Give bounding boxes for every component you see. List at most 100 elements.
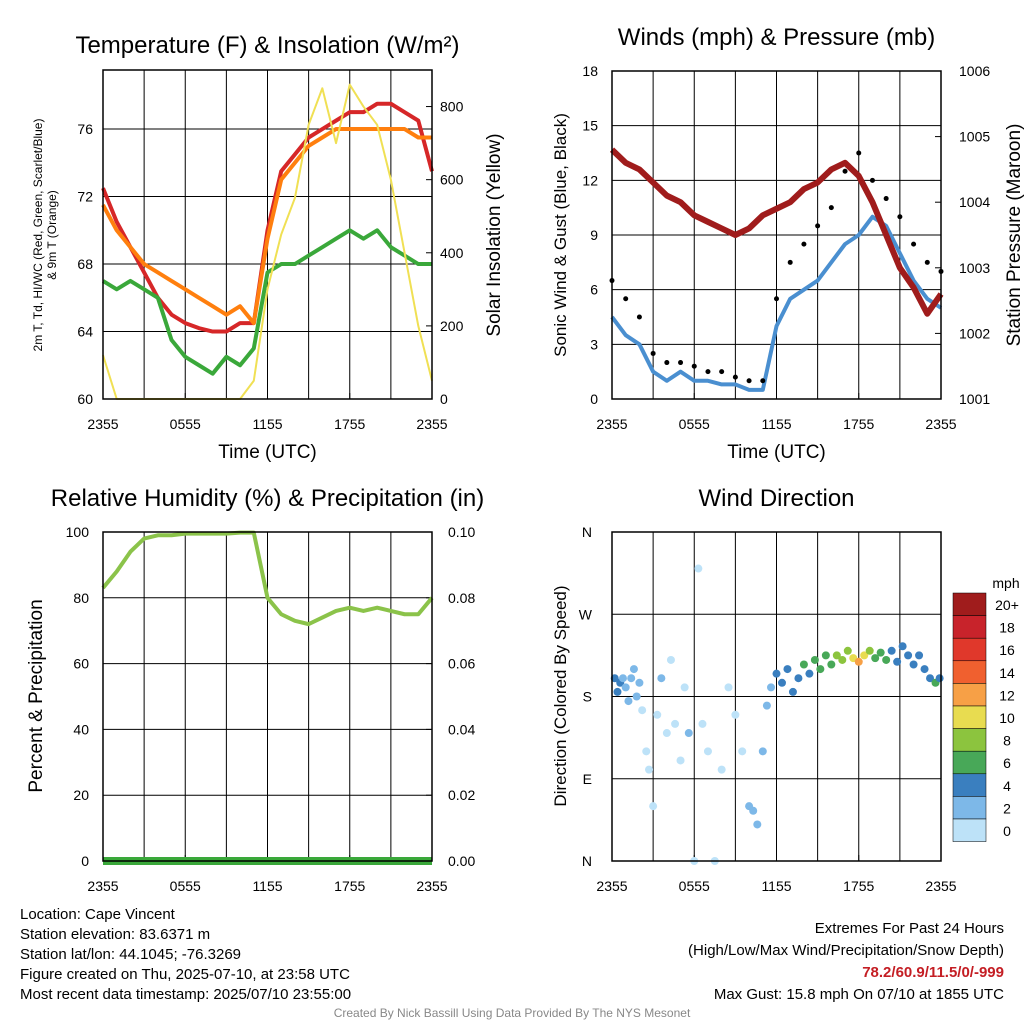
- colorbar-swatch: [952, 615, 987, 639]
- direction-point: [698, 719, 707, 728]
- direction-point: [783, 665, 792, 674]
- y2-axis-label: Station Pressure (Maroon): [1004, 124, 1024, 347]
- gust-point: [828, 205, 834, 211]
- gust-point: [623, 296, 629, 302]
- y2-tick-label: 0.02: [448, 787, 475, 803]
- direction-point: [762, 701, 771, 710]
- gust-point: [650, 350, 656, 356]
- direction-point: [621, 683, 630, 692]
- gust-point: [636, 314, 642, 320]
- colorbar-swatch: [952, 728, 987, 752]
- y-tick-label: S: [583, 689, 592, 705]
- direction-point: [684, 729, 693, 738]
- direction-point: [767, 683, 776, 692]
- direction-point: [794, 674, 803, 683]
- max-gust: Max Gust: 15.8 mph On 07/10 at 1855 UTC: [713, 986, 1004, 1003]
- direction-point: [904, 651, 913, 660]
- direction-point: [821, 651, 830, 660]
- y2-tick-label: 400: [440, 245, 464, 261]
- plot-frame: [611, 531, 942, 862]
- y2-tick-label: 0.10: [448, 524, 475, 540]
- direction-point: [854, 657, 863, 666]
- x-tick-label: 2355: [596, 416, 627, 432]
- series-line-3: [101, 228, 432, 376]
- y-axis-label: Percent & Precipitation: [26, 599, 47, 792]
- extremes-values: 78.2/60.9/11.5/0/-999: [862, 964, 1004, 981]
- panel-title-4: Wind Direction: [698, 485, 854, 512]
- x-tick-label: 0555: [170, 878, 201, 894]
- y-tick-label: 68: [77, 256, 93, 272]
- x-tick-label: 0555: [679, 878, 710, 894]
- y2-axis-label: Solar Insolation (Yellow): [484, 133, 505, 336]
- y2-tick-label: 1001: [959, 391, 990, 407]
- direction-point: [758, 747, 767, 756]
- panel-2: [609, 70, 944, 400]
- y2-tick-label: 0: [440, 391, 448, 407]
- y-tick-label: 64: [77, 324, 93, 340]
- plot-frame: [102, 531, 433, 862]
- gust-point: [842, 168, 848, 174]
- extremes-summary: Extremes For Past 24 Hours (High/Low/Max…: [688, 918, 1004, 1006]
- y2-tick-label: 0.08: [448, 590, 475, 606]
- direction-point: [680, 683, 689, 692]
- x-tick-label: 1755: [334, 416, 365, 432]
- station-latlon: Station lat/lon: 44.1045; -76.3269: [20, 946, 242, 963]
- direction-point: [871, 654, 880, 663]
- gust-point: [924, 259, 930, 265]
- y-tick-label: 60: [73, 656, 89, 672]
- direction-point: [671, 719, 680, 728]
- colorbar-label: 6: [1003, 755, 1011, 771]
- direction-point: [876, 648, 885, 657]
- direction-point: [676, 756, 685, 765]
- gust-point: [787, 259, 793, 265]
- y-tick-label: 12: [582, 172, 598, 188]
- x-tick-label: 1755: [334, 878, 365, 894]
- direction-point: [860, 651, 869, 660]
- x-tick-label: 2355: [925, 416, 956, 432]
- colorbar-label: 0: [1003, 823, 1011, 839]
- direction-point: [832, 651, 841, 660]
- x-tick-label: 1155: [761, 878, 791, 894]
- colorbar-swatch: [952, 592, 987, 616]
- direction-point: [645, 765, 654, 774]
- direction-point: [887, 646, 896, 655]
- x-tick-label: 2355: [596, 878, 627, 894]
- y-tick-label: 9: [590, 227, 598, 243]
- y-axis-label: 2m T, Td, HI/WC (Red, Green, Scarlet/Blu…: [31, 119, 45, 352]
- gust-point: [911, 241, 917, 247]
- direction-point: [882, 655, 891, 664]
- colorbar-swatch: [952, 818, 987, 842]
- x-tick-label: 0555: [679, 416, 710, 432]
- direction-point: [799, 660, 808, 669]
- colorbar-label: 4: [1003, 778, 1011, 794]
- direction-point: [635, 678, 644, 687]
- y2-tick-label: 200: [440, 318, 464, 334]
- direction-point: [805, 669, 814, 678]
- y-tick-label: 60: [77, 391, 93, 407]
- y-tick-label: 100: [66, 524, 90, 540]
- direction-point: [893, 657, 902, 666]
- direction-point: [772, 669, 781, 678]
- gust-point: [691, 363, 697, 369]
- x-tick-label: 1155: [761, 416, 791, 432]
- gust-point: [732, 374, 738, 380]
- direction-point: [926, 674, 935, 683]
- y2-tick-label: 1002: [959, 325, 990, 341]
- y2-tick-label: 1006: [959, 63, 990, 79]
- direction-point: [624, 697, 633, 706]
- y-tick-label: 15: [582, 118, 598, 134]
- direction-point: [749, 806, 758, 815]
- x-tick-label: 2355: [87, 878, 118, 894]
- direction-point: [898, 642, 907, 651]
- panel-title-3: Relative Humidity (%) & Precipitation (i…: [51, 485, 484, 512]
- gust-point: [869, 177, 875, 183]
- direction-point: [724, 683, 733, 692]
- y-tick-label: 20: [73, 787, 89, 803]
- y2-tick-label: 1004: [959, 194, 990, 210]
- gust-point: [719, 369, 725, 375]
- direction-point: [915, 651, 924, 660]
- panel-1: [101, 69, 434, 400]
- x-tick-label: 2355: [87, 416, 118, 432]
- gust-point: [774, 296, 779, 302]
- direction-point: [703, 747, 712, 756]
